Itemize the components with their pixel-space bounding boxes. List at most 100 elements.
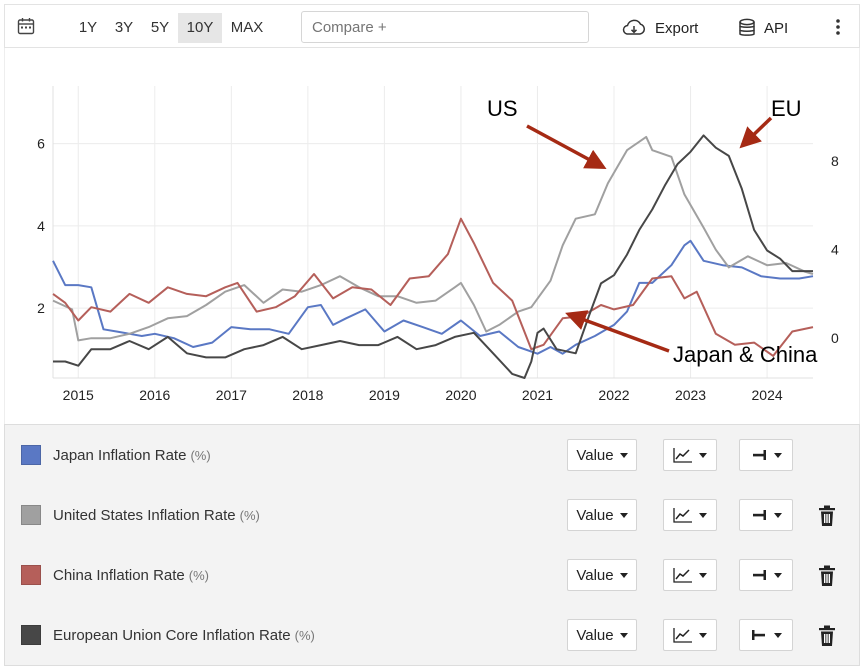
right-y-tick-label: 0 xyxy=(831,330,839,346)
annotation-arrow-japan-china xyxy=(565,310,670,353)
caret-down-icon xyxy=(699,512,707,518)
range-1y-button[interactable]: 1Y xyxy=(78,19,98,36)
caret-down-icon xyxy=(774,632,782,638)
calendar-icon[interactable] xyxy=(17,17,35,35)
value-label: Value xyxy=(576,446,614,464)
chart-type-dropdown[interactable] xyxy=(663,439,717,471)
grid-lines xyxy=(52,86,813,379)
series-label: European Union Core Inflation Rate xyxy=(53,627,291,644)
caret-down-icon xyxy=(699,572,707,578)
series-unit: (%) xyxy=(239,508,260,523)
series-label: Japan Inflation Rate xyxy=(53,447,187,464)
value-label: Value xyxy=(576,626,614,644)
value-dropdown[interactable]: Value xyxy=(567,439,637,471)
chart-type-dropdown[interactable] xyxy=(663,619,717,651)
caret-down-icon xyxy=(774,452,782,458)
value-label: Value xyxy=(576,566,614,584)
series-line-united-states-inflation-rate[interactable] xyxy=(52,135,814,342)
series-color-swatch[interactable] xyxy=(21,625,41,645)
axis-dropdown[interactable] xyxy=(739,619,793,651)
x-tick-label: 2021 xyxy=(522,387,553,403)
x-axis-ticks: 2015 2016 2017 2018 2019 2020 2021 2022 2023 2024 xyxy=(63,387,783,403)
left-axis-icon xyxy=(752,630,765,640)
caret-down-icon xyxy=(699,452,707,458)
axis-dropdown[interactable] xyxy=(739,559,793,591)
range-max-button[interactable]: MAX xyxy=(230,19,264,36)
range-5y-button[interactable]: 5Y xyxy=(150,19,170,36)
range-3y-button[interactable]: 3Y xyxy=(114,19,134,36)
series-line-china-inflation-rate[interactable] xyxy=(52,217,814,357)
annotations: US EU Japan & China xyxy=(487,96,818,367)
series-line-japan-inflation-rate[interactable] xyxy=(52,239,814,355)
annotation-us: US xyxy=(487,96,518,121)
caret-down-icon xyxy=(619,572,628,578)
x-tick-label: 2020 xyxy=(445,387,476,403)
caret-down-icon xyxy=(774,572,782,578)
value-label: Value xyxy=(576,506,614,524)
series-name[interactable]: European Union Core Inflation Rate (%) xyxy=(53,627,315,644)
value-dropdown[interactable]: Value xyxy=(567,559,637,591)
series-name[interactable]: Japan Inflation Rate (%) xyxy=(53,447,211,464)
series-unit: (%) xyxy=(188,568,209,583)
series-unit: (%) xyxy=(190,448,211,463)
series-color-swatch[interactable] xyxy=(21,505,41,525)
left-y-tick-label: 2 xyxy=(37,300,45,316)
series-label: United States Inflation Rate xyxy=(53,507,236,524)
right-y-tick-label: 8 xyxy=(831,153,839,169)
chart-type-dropdown[interactable] xyxy=(663,559,717,591)
legend-row: Japan Inflation Rate (%) Value xyxy=(5,425,859,485)
line-chart-icon xyxy=(673,508,692,523)
range-10y-button[interactable]: 10Y xyxy=(178,13,222,43)
series-line-european-union-core-inflation-rate[interactable] xyxy=(53,134,813,379)
trash-icon[interactable] xyxy=(817,565,837,587)
axis-dropdown[interactable] xyxy=(739,499,793,531)
series-unit: (%) xyxy=(294,628,315,643)
series-color-swatch[interactable] xyxy=(21,565,41,585)
x-tick-label: 2022 xyxy=(598,387,629,403)
line-chart-icon xyxy=(673,448,692,463)
caret-down-icon xyxy=(774,512,782,518)
caret-down-icon xyxy=(619,512,628,518)
right-axis-ticks: 0 4 8 xyxy=(831,153,839,346)
api-button[interactable]: API xyxy=(738,13,788,43)
line-chart-icon xyxy=(673,568,692,583)
caret-down-icon xyxy=(699,632,707,638)
series-lines xyxy=(52,134,814,379)
trash-icon[interactable] xyxy=(817,625,837,647)
series-color-swatch[interactable] xyxy=(21,445,41,465)
right-axis-icon xyxy=(753,450,766,460)
right-axis-icon xyxy=(753,510,766,520)
line-chart: 2 4 6 0 4 8 2015 2016 2017 2018 2019 2020 2021 2022… xyxy=(37,86,839,403)
axis-dropdown[interactable] xyxy=(739,439,793,471)
cloud-download-icon xyxy=(622,19,646,35)
annotation-arrow-eu xyxy=(739,116,773,149)
x-tick-label: 2017 xyxy=(216,387,247,403)
value-dropdown[interactable]: Value xyxy=(567,619,637,651)
annotation-arrow-us xyxy=(526,124,607,169)
api-label: API xyxy=(764,19,789,37)
line-chart-icon xyxy=(673,628,692,643)
x-tick-label: 2024 xyxy=(752,387,783,403)
trash-icon[interactable] xyxy=(817,505,837,527)
series-name[interactable]: China Inflation Rate (%) xyxy=(53,567,209,584)
value-dropdown[interactable]: Value xyxy=(567,499,637,531)
caret-down-icon xyxy=(619,632,628,638)
more-options-icon[interactable] xyxy=(835,17,841,37)
export-label: Export xyxy=(655,19,699,37)
database-icon xyxy=(739,18,755,36)
compare-input[interactable] xyxy=(301,11,589,43)
legend-row: United States Inflation Rate (%) Value xyxy=(5,485,859,545)
x-tick-label: 2018 xyxy=(292,387,323,403)
series-name[interactable]: United States Inflation Rate (%) xyxy=(53,507,260,524)
x-tick-label: 2023 xyxy=(675,387,706,403)
left-y-tick-label: 4 xyxy=(37,218,45,234)
series-legend-panel: Japan Inflation Rate (%) Value United State… xyxy=(4,424,860,666)
legend-row: European Union Core Inflation Rate (%) Val… xyxy=(5,605,859,665)
chart-toolbar: 1Y 3Y 5Y 10Y MAX Export API xyxy=(4,4,860,48)
export-button[interactable]: Export xyxy=(621,13,698,43)
right-axis-icon xyxy=(753,570,766,580)
chart-type-dropdown[interactable] xyxy=(663,499,717,531)
x-tick-label: 2019 xyxy=(369,387,400,403)
right-y-tick-label: 4 xyxy=(831,242,839,258)
left-y-tick-label: 6 xyxy=(37,136,45,152)
